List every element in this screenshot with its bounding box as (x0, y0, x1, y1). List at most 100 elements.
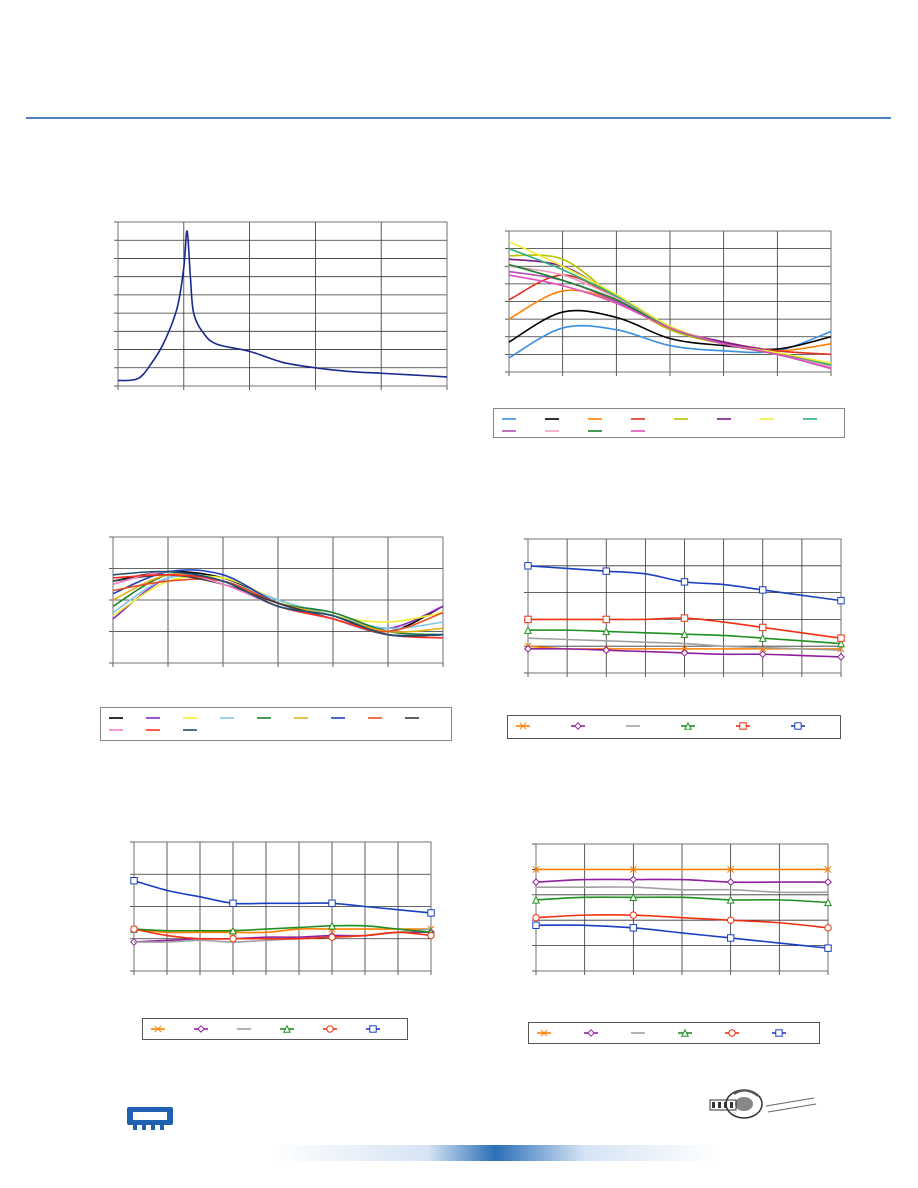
legend-entry (678, 1028, 692, 1037)
series-2 (524, 644, 845, 661)
data-point (824, 865, 832, 873)
series-2 (532, 875, 832, 887)
series-line (535, 878, 828, 884)
legend-marker (326, 1025, 334, 1033)
film-reel-icon (709, 1089, 817, 1119)
legend-marker (587, 1029, 595, 1037)
gridlines (114, 221, 448, 390)
chart-3-legend-svg (109, 717, 419, 731)
chart-1-svg (114, 221, 448, 390)
data-point (531, 895, 541, 904)
data-point (758, 633, 767, 642)
data-point (629, 924, 638, 932)
series-4 (531, 893, 833, 907)
legend-entry (725, 1029, 739, 1037)
data-point (680, 629, 689, 638)
chart-3-svg (109, 536, 444, 667)
legend-marker (154, 1025, 162, 1033)
data-point (680, 648, 689, 657)
data-point (726, 895, 735, 904)
data-point (327, 921, 337, 930)
series-line (527, 637, 842, 652)
data-point (824, 944, 832, 952)
data-point (680, 614, 689, 622)
legend-entry (537, 1029, 551, 1037)
data-point (602, 627, 611, 636)
data-point (680, 645, 689, 653)
data-point (836, 639, 846, 648)
chart-5-svg (129, 841, 436, 975)
legend-entry (791, 722, 805, 730)
series-line (133, 928, 431, 934)
film-reel-logo (706, 1086, 818, 1122)
data-point (524, 562, 532, 570)
data-point (726, 934, 735, 942)
data-point (602, 615, 610, 624)
series-5 (130, 925, 435, 943)
series-12 (112, 570, 444, 637)
legend-marker (680, 1028, 690, 1037)
series-3 (527, 637, 842, 652)
series-1 (117, 230, 448, 382)
series-12 (508, 274, 832, 370)
data-point (532, 913, 540, 922)
legend-marker (369, 1025, 377, 1033)
chart-6-svg (531, 843, 833, 975)
series-1 (532, 865, 832, 873)
chart-5-legend-svg (151, 1024, 380, 1033)
data-point (228, 926, 238, 935)
data-point (130, 925, 138, 933)
series-line (535, 914, 829, 929)
data-point (727, 865, 735, 873)
data-point (629, 875, 638, 884)
legend-entry (280, 1024, 294, 1033)
legend-entry (323, 1025, 337, 1033)
legend-marker (794, 722, 802, 730)
chart-4 (520, 537, 846, 677)
data-point (680, 578, 689, 586)
legend-marker (540, 1029, 548, 1037)
legend-marker (574, 722, 582, 730)
data-point (837, 634, 845, 642)
plot-area (508, 230, 832, 373)
data-point (824, 878, 832, 887)
plot-area (133, 841, 432, 972)
data-point (758, 650, 767, 659)
legend-marker (728, 1029, 736, 1037)
legend-marker (197, 1025, 205, 1033)
legend-marker (739, 722, 747, 730)
series-7 (508, 240, 832, 364)
series-4 (112, 574, 444, 630)
data-point (229, 899, 237, 907)
data-point (726, 878, 735, 887)
gridlines (532, 843, 829, 975)
chart-4-legend (507, 715, 841, 739)
legend-entry (571, 722, 585, 730)
chart-3 (105, 535, 447, 667)
chart-1 (110, 220, 455, 392)
series-line (133, 928, 432, 940)
series-line (133, 879, 432, 914)
data-point (759, 623, 767, 632)
series-line (117, 230, 448, 382)
series-5 (524, 614, 845, 642)
legend-entry (736, 722, 750, 730)
gridlines (524, 538, 842, 677)
series-line (535, 896, 829, 904)
series-line (133, 924, 432, 934)
legend-entry (772, 1029, 786, 1037)
chart-6 (527, 840, 833, 975)
series-6 (130, 877, 435, 917)
series-5 (532, 911, 832, 932)
memory-chip-icon (127, 1107, 173, 1130)
chart-2-legend-svg (502, 418, 817, 432)
legend-entry (584, 1029, 598, 1037)
data-point (629, 865, 637, 873)
legend-entry (681, 721, 695, 730)
series-line (112, 570, 444, 637)
series-2 (508, 309, 832, 351)
legend-marker (519, 722, 527, 730)
chart-5 (125, 840, 436, 975)
data-point (427, 909, 435, 917)
chart-4-svg (523, 538, 846, 677)
